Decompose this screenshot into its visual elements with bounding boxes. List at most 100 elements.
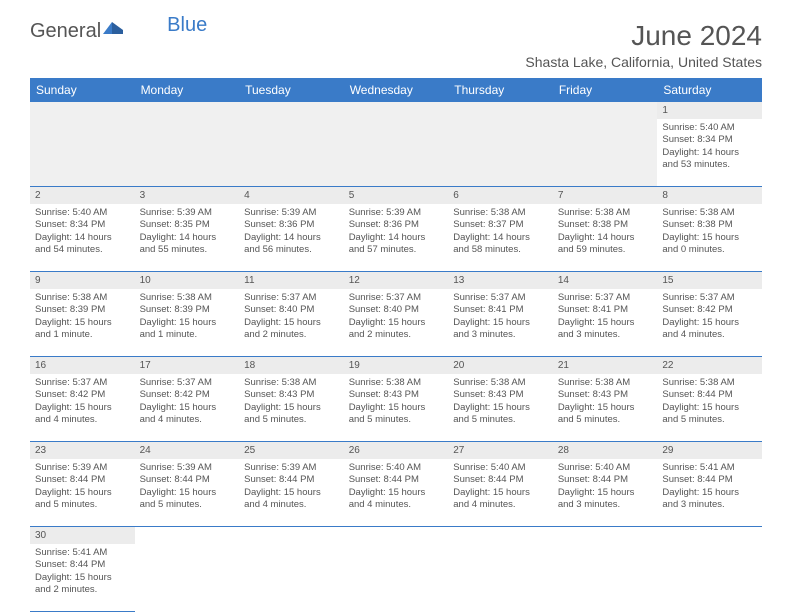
daylight-text: Daylight: 15 hours and 3 minutes. [453, 317, 548, 342]
sunrise-text: Sunrise: 5:37 AM [35, 377, 130, 389]
day-number: 19 [344, 357, 449, 375]
sunrise-text: Sunrise: 5:39 AM [35, 462, 130, 474]
day-cell: Sunrise: 5:38 AMSunset: 8:39 PMDaylight:… [135, 289, 240, 357]
day-cell: Sunrise: 5:38 AMSunset: 8:38 PMDaylight:… [553, 204, 658, 272]
daylight-text: Daylight: 15 hours and 5 minutes. [244, 402, 339, 427]
daynum-row: 2345678 [30, 187, 762, 205]
daylight-text: Daylight: 15 hours and 5 minutes. [35, 487, 130, 512]
sunset-text: Sunset: 8:35 PM [140, 219, 235, 231]
daylight-text: Daylight: 15 hours and 5 minutes. [662, 402, 757, 427]
day-number: 8 [657, 187, 762, 205]
daylight-text: Daylight: 15 hours and 4 minutes. [453, 487, 548, 512]
empty-cell [135, 119, 240, 187]
weekday-header-row: Sunday Monday Tuesday Wednesday Thursday… [30, 78, 762, 102]
sunrise-text: Sunrise: 5:38 AM [349, 377, 444, 389]
day-cell: Sunrise: 5:37 AMSunset: 8:40 PMDaylight:… [239, 289, 344, 357]
daylight-text: Daylight: 14 hours and 57 minutes. [349, 232, 444, 257]
sunset-text: Sunset: 8:44 PM [453, 474, 548, 486]
day-number: 21 [553, 357, 658, 375]
day-cell: Sunrise: 5:38 AMSunset: 8:43 PMDaylight:… [344, 374, 449, 442]
empty-cell [344, 119, 449, 187]
daynum-row: 30 [30, 527, 762, 545]
day-cell: Sunrise: 5:37 AMSunset: 8:41 PMDaylight:… [448, 289, 553, 357]
sunset-text: Sunset: 8:43 PM [244, 389, 339, 401]
day-cell: Sunrise: 5:39 AMSunset: 8:44 PMDaylight:… [135, 459, 240, 527]
sunset-text: Sunset: 8:43 PM [558, 389, 653, 401]
daylight-text: Daylight: 14 hours and 53 minutes. [662, 147, 757, 172]
day-number: 17 [135, 357, 240, 375]
day-number: 12 [344, 272, 449, 290]
empty-daynum [448, 527, 553, 545]
daynum-row: 1 [30, 102, 762, 119]
sunrise-text: Sunrise: 5:37 AM [244, 292, 339, 304]
day-number: 9 [30, 272, 135, 290]
weekday-header: Thursday [448, 78, 553, 102]
sunrise-text: Sunrise: 5:38 AM [662, 377, 757, 389]
week-row: Sunrise: 5:39 AMSunset: 8:44 PMDaylight:… [30, 459, 762, 527]
day-number: 5 [344, 187, 449, 205]
day-number: 11 [239, 272, 344, 290]
sunset-text: Sunset: 8:34 PM [662, 134, 757, 146]
day-cell: Sunrise: 5:38 AMSunset: 8:38 PMDaylight:… [657, 204, 762, 272]
sunrise-text: Sunrise: 5:40 AM [35, 207, 130, 219]
empty-daynum [239, 527, 344, 545]
sunset-text: Sunset: 8:44 PM [244, 474, 339, 486]
daylight-text: Daylight: 14 hours and 58 minutes. [453, 232, 548, 257]
day-number: 16 [30, 357, 135, 375]
empty-daynum [657, 527, 762, 545]
sunset-text: Sunset: 8:40 PM [349, 304, 444, 316]
weekday-header: Tuesday [239, 78, 344, 102]
day-cell: Sunrise: 5:38 AMSunset: 8:43 PMDaylight:… [239, 374, 344, 442]
day-number: 4 [239, 187, 344, 205]
daylight-text: Daylight: 15 hours and 5 minutes. [140, 487, 235, 512]
day-cell: Sunrise: 5:39 AMSunset: 8:44 PMDaylight:… [239, 459, 344, 527]
daylight-text: Daylight: 15 hours and 2 minutes. [35, 572, 130, 597]
sunrise-text: Sunrise: 5:39 AM [244, 207, 339, 219]
week-row: Sunrise: 5:38 AMSunset: 8:39 PMDaylight:… [30, 289, 762, 357]
day-cell: Sunrise: 5:39 AMSunset: 8:36 PMDaylight:… [239, 204, 344, 272]
empty-cell [657, 544, 762, 612]
day-cell: Sunrise: 5:40 AMSunset: 8:44 PMDaylight:… [553, 459, 658, 527]
daylight-text: Daylight: 15 hours and 4 minutes. [140, 402, 235, 427]
day-cell: Sunrise: 5:39 AMSunset: 8:44 PMDaylight:… [30, 459, 135, 527]
daynum-row: 9101112131415 [30, 272, 762, 290]
sunset-text: Sunset: 8:44 PM [558, 474, 653, 486]
sunrise-text: Sunrise: 5:38 AM [453, 377, 548, 389]
location: Shasta Lake, California, United States [525, 54, 762, 70]
daylight-text: Daylight: 15 hours and 5 minutes. [558, 402, 653, 427]
sunrise-text: Sunrise: 5:40 AM [349, 462, 444, 474]
day-cell: Sunrise: 5:38 AMSunset: 8:39 PMDaylight:… [30, 289, 135, 357]
logo-second: Blue [167, 14, 207, 37]
daylight-text: Daylight: 15 hours and 3 minutes. [662, 487, 757, 512]
sunset-text: Sunset: 8:37 PM [453, 219, 548, 231]
empty-cell [344, 544, 449, 612]
empty-cell [30, 119, 135, 187]
sunset-text: Sunset: 8:44 PM [662, 474, 757, 486]
sunrise-text: Sunrise: 5:38 AM [244, 377, 339, 389]
day-number: 2 [30, 187, 135, 205]
sunrise-text: Sunrise: 5:37 AM [558, 292, 653, 304]
day-cell: Sunrise: 5:39 AMSunset: 8:36 PMDaylight:… [344, 204, 449, 272]
sunrise-text: Sunrise: 5:39 AM [349, 207, 444, 219]
empty-daynum [553, 527, 658, 545]
day-number: 1 [657, 102, 762, 119]
empty-cell [135, 544, 240, 612]
sunrise-text: Sunrise: 5:39 AM [244, 462, 339, 474]
daynum-row: 16171819202122 [30, 357, 762, 375]
weekday-header: Friday [553, 78, 658, 102]
empty-daynum [553, 102, 658, 119]
sunrise-text: Sunrise: 5:39 AM [140, 462, 235, 474]
empty-daynum [239, 102, 344, 119]
daylight-text: Daylight: 14 hours and 55 minutes. [140, 232, 235, 257]
daylight-text: Daylight: 14 hours and 54 minutes. [35, 232, 130, 257]
daylight-text: Daylight: 14 hours and 59 minutes. [558, 232, 653, 257]
sunset-text: Sunset: 8:38 PM [662, 219, 757, 231]
day-cell: Sunrise: 5:37 AMSunset: 8:42 PMDaylight:… [30, 374, 135, 442]
sunrise-text: Sunrise: 5:38 AM [558, 207, 653, 219]
day-number: 10 [135, 272, 240, 290]
day-number: 27 [448, 442, 553, 460]
sunset-text: Sunset: 8:44 PM [35, 559, 130, 571]
empty-daynum [135, 102, 240, 119]
weekday-header: Saturday [657, 78, 762, 102]
empty-daynum [448, 102, 553, 119]
